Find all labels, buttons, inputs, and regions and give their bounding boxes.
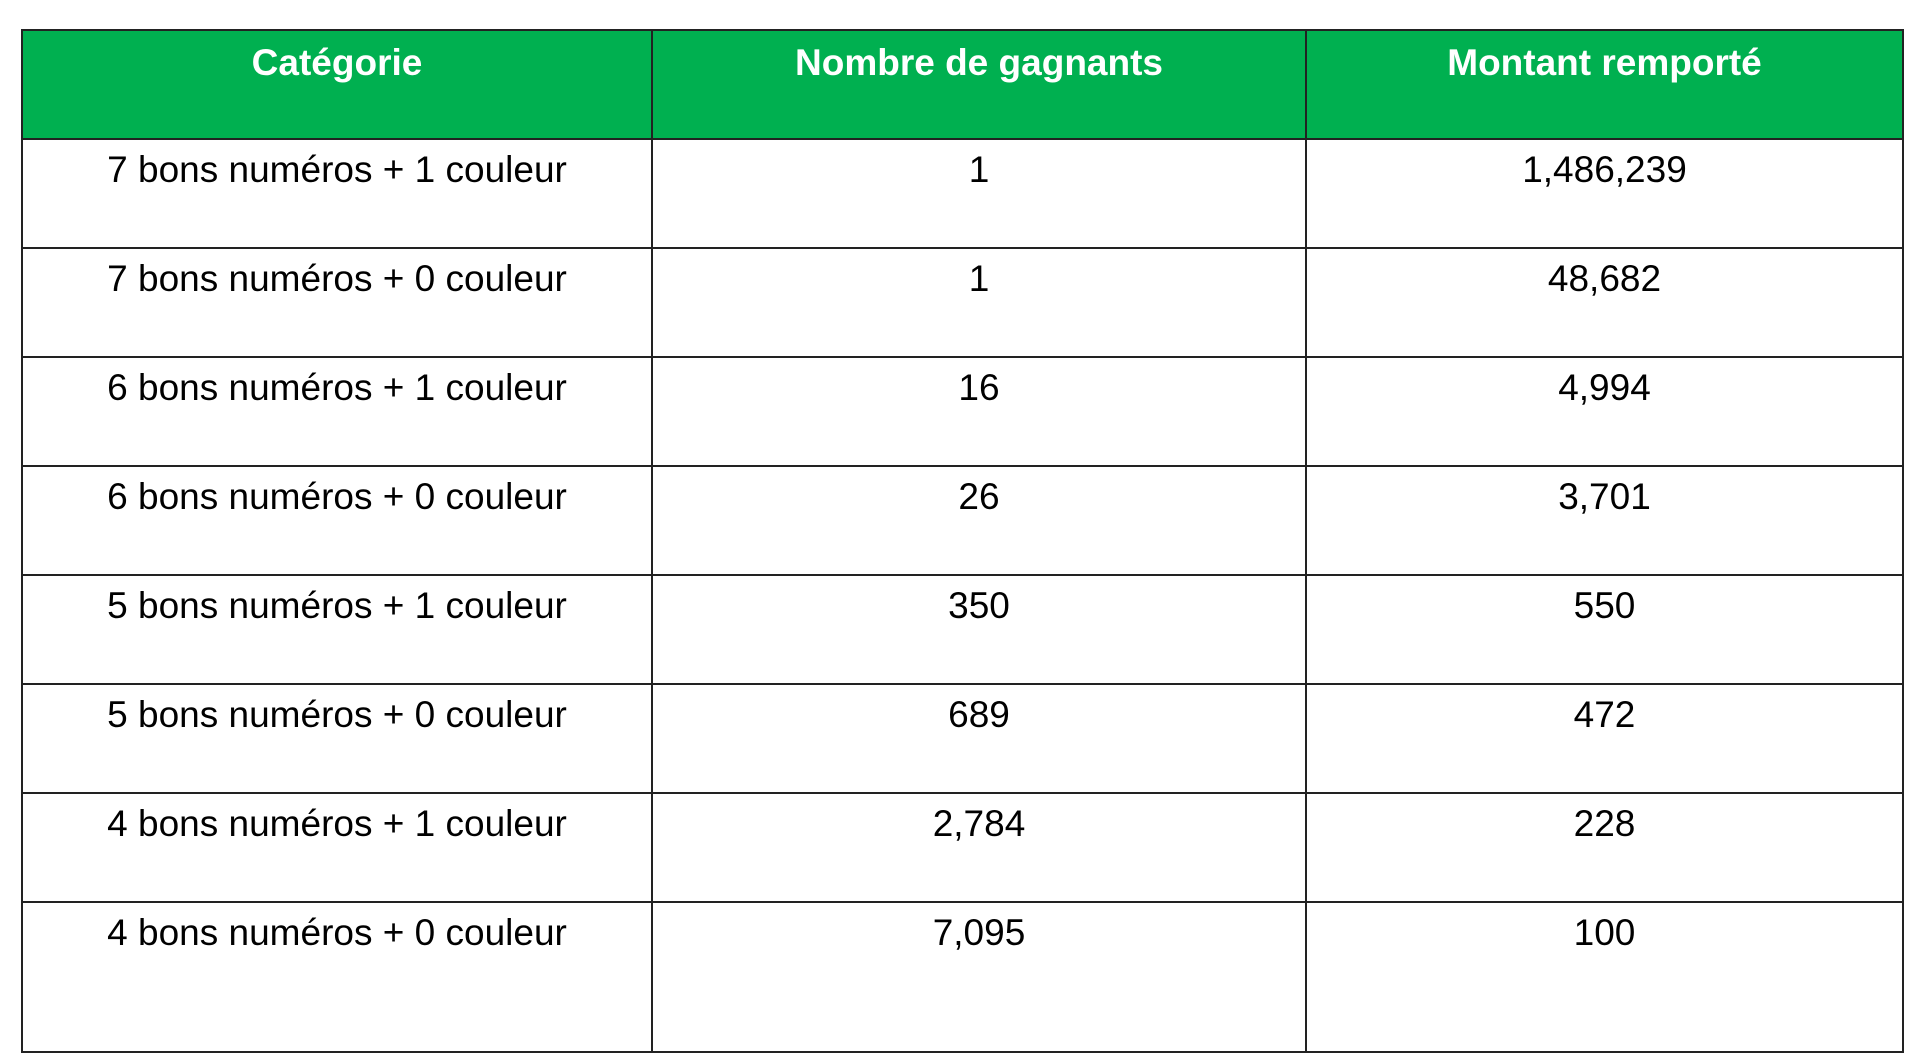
table-body: 7 bons numéros + 1 couleur 1 1,486,239 7 bo… <box>21 138 1904 1053</box>
cell-category: 7 bons numéros + 0 couleur <box>21 247 653 358</box>
table-header-row: Catégorie Nombre de gagnants Montant rem… <box>21 29 1904 140</box>
table-row: 6 bons numéros + 0 couleur 26 3,701 <box>21 465 1904 576</box>
cell-winners: 689 <box>651 683 1307 794</box>
table-row: 7 bons numéros + 0 couleur 1 48,682 <box>21 247 1904 358</box>
cell-winners: 1 <box>651 247 1307 358</box>
cell-amount: 48,682 <box>1305 247 1904 358</box>
cell-category: 6 bons numéros + 1 couleur <box>21 356 653 467</box>
cell-category: 6 bons numéros + 0 couleur <box>21 465 653 576</box>
cell-winners: 2,784 <box>651 792 1307 903</box>
cell-winners: 1 <box>651 138 1307 249</box>
header-amount: Montant remporté <box>1305 29 1904 140</box>
cell-category: 5 bons numéros + 0 couleur <box>21 683 653 794</box>
table-row: 6 bons numéros + 1 couleur 16 4,994 <box>21 356 1904 467</box>
cell-category: 4 bons numéros + 0 couleur <box>21 901 653 1053</box>
table-row: 5 bons numéros + 0 couleur 689 472 <box>21 683 1904 794</box>
header-winners: Nombre de gagnants <box>651 29 1307 140</box>
cell-winners: 350 <box>651 574 1307 685</box>
cell-winners: 7,095 <box>651 901 1307 1053</box>
table-row: 4 bons numéros + 1 couleur 2,784 228 <box>21 792 1904 903</box>
cell-winners: 16 <box>651 356 1307 467</box>
cell-category: 4 bons numéros + 1 couleur <box>21 792 653 903</box>
table-row: 5 bons numéros + 1 couleur 350 550 <box>21 574 1904 685</box>
winners-table: Catégorie Nombre de gagnants Montant rem… <box>21 29 1904 1053</box>
cell-amount: 3,701 <box>1305 465 1904 576</box>
header-category: Catégorie <box>21 29 653 140</box>
cell-winners: 26 <box>651 465 1307 576</box>
cell-amount: 4,994 <box>1305 356 1904 467</box>
cell-amount: 472 <box>1305 683 1904 794</box>
table-row: 4 bons numéros + 0 couleur 7,095 100 <box>21 901 1904 1053</box>
cell-category: 7 bons numéros + 1 couleur <box>21 138 653 249</box>
cell-amount: 100 <box>1305 901 1904 1053</box>
table-row: 7 bons numéros + 1 couleur 1 1,486,239 <box>21 138 1904 249</box>
cell-category: 5 bons numéros + 1 couleur <box>21 574 653 685</box>
cell-amount: 550 <box>1305 574 1904 685</box>
cell-amount: 228 <box>1305 792 1904 903</box>
cell-amount: 1,486,239 <box>1305 138 1904 249</box>
